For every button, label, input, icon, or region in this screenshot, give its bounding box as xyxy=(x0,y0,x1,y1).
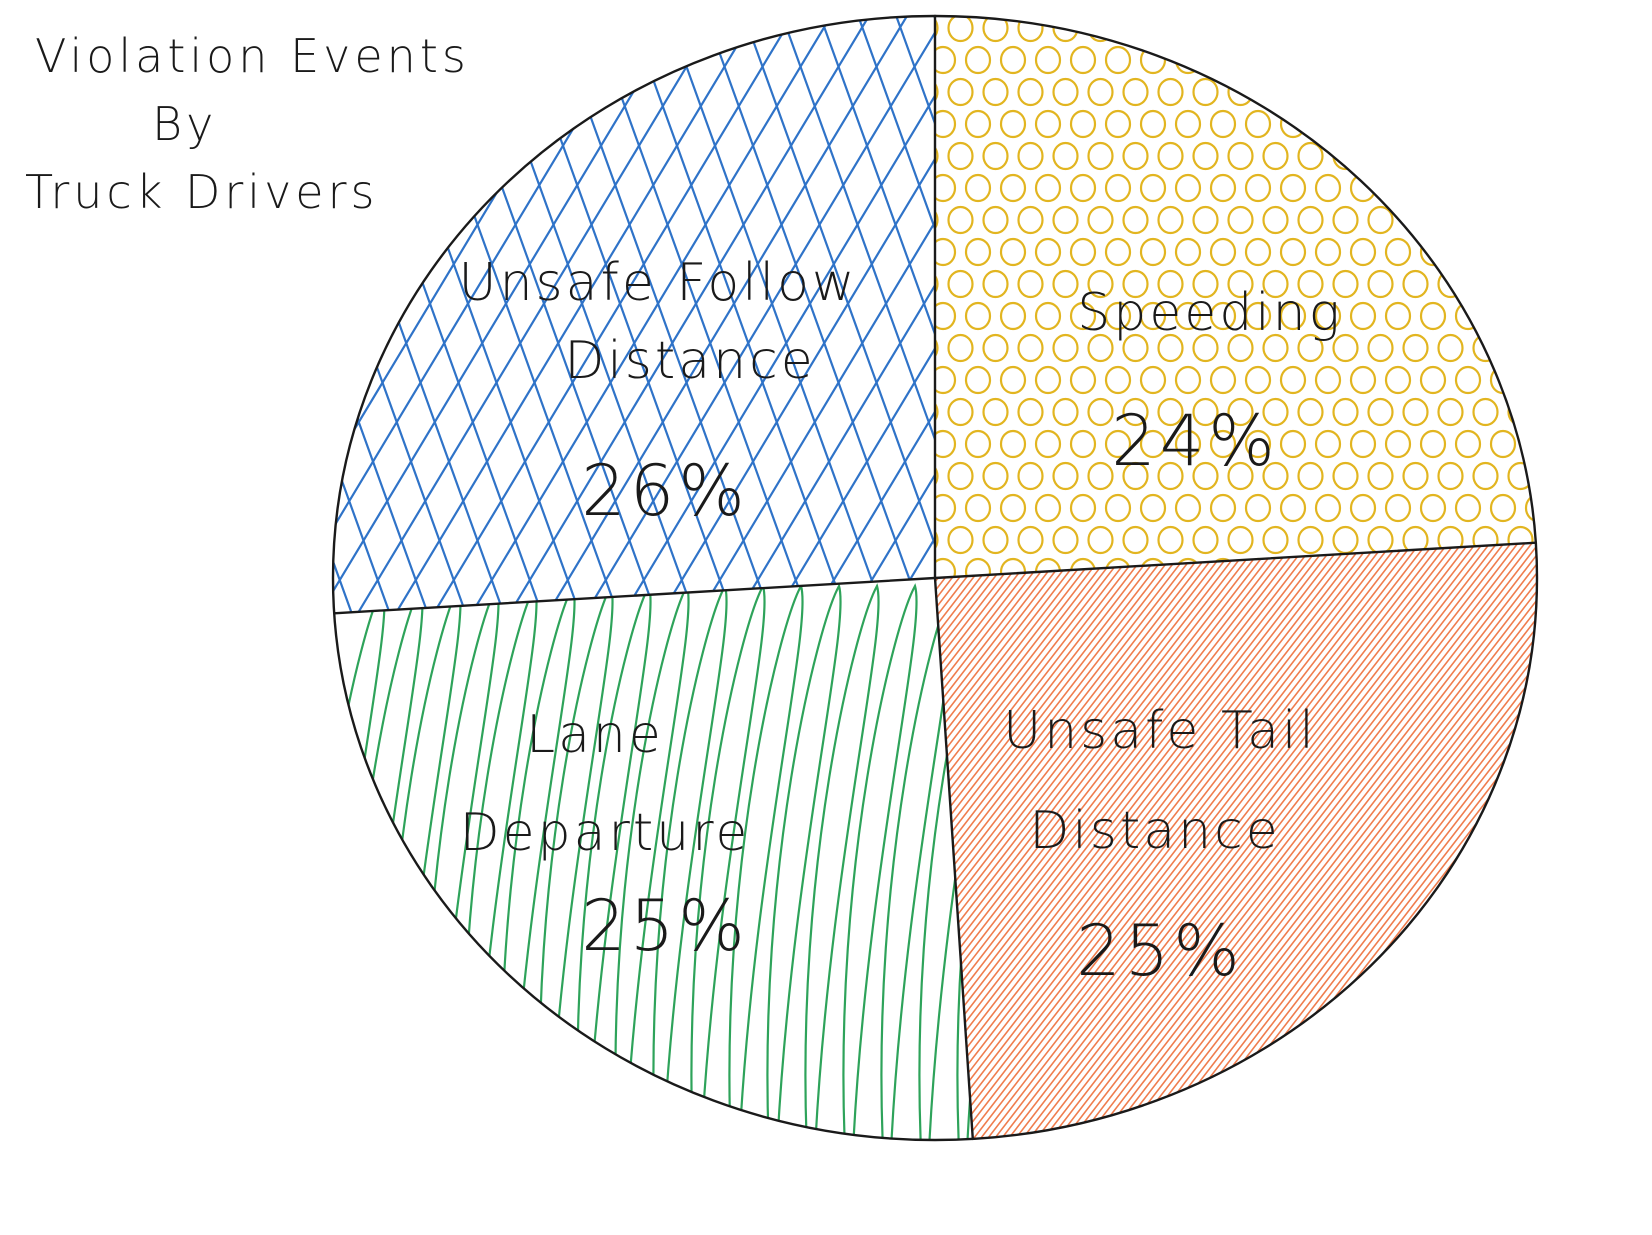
slice-fills xyxy=(333,16,1537,1140)
chart-title-line-1: Violation Events xyxy=(35,29,470,83)
slice-separator-3 xyxy=(332,576,937,615)
slice-borders xyxy=(331,14,1539,1142)
slice-separator-1 xyxy=(933,541,1538,580)
slice-value-lane-departure: 25% xyxy=(581,885,749,967)
slice-label-lane-departure-line-2: Departure xyxy=(460,803,751,863)
slice-label-group-2: Unsafe Tail Distance 25% xyxy=(1003,701,1317,992)
slice-label-group-3: Lane Departure 25% xyxy=(460,705,751,967)
slice-label-unsafe-tail-line-1: Unsafe Tail xyxy=(1003,701,1317,761)
slice-label-group-1: Speeding 24% xyxy=(1077,283,1343,482)
slice-label-unsafe-tail-line-2: Distance xyxy=(1029,801,1280,861)
slice-label-group-0: Unsafe Follow Distance 26% xyxy=(459,253,858,532)
slice-value-unsafe-tail: 25% xyxy=(1076,910,1244,992)
slice-separator-2 xyxy=(933,576,974,1141)
slice-0-crosshatch-fill xyxy=(333,16,935,614)
slice-value-speeding: 24% xyxy=(1111,400,1279,482)
slice-label-unsafe-follow-line-1: Unsafe Follow xyxy=(459,253,858,313)
chart-title-line-2: By xyxy=(152,97,217,151)
slice-label-speeding: Speeding xyxy=(1077,283,1343,343)
slice-value-unsafe-follow: 26% xyxy=(581,450,749,532)
chart-title-line-3: Truck Drivers xyxy=(25,165,378,219)
slice-label-unsafe-follow-line-2: Distance xyxy=(564,331,815,391)
slice-label-lane-departure-line-1: Lane xyxy=(526,705,664,765)
